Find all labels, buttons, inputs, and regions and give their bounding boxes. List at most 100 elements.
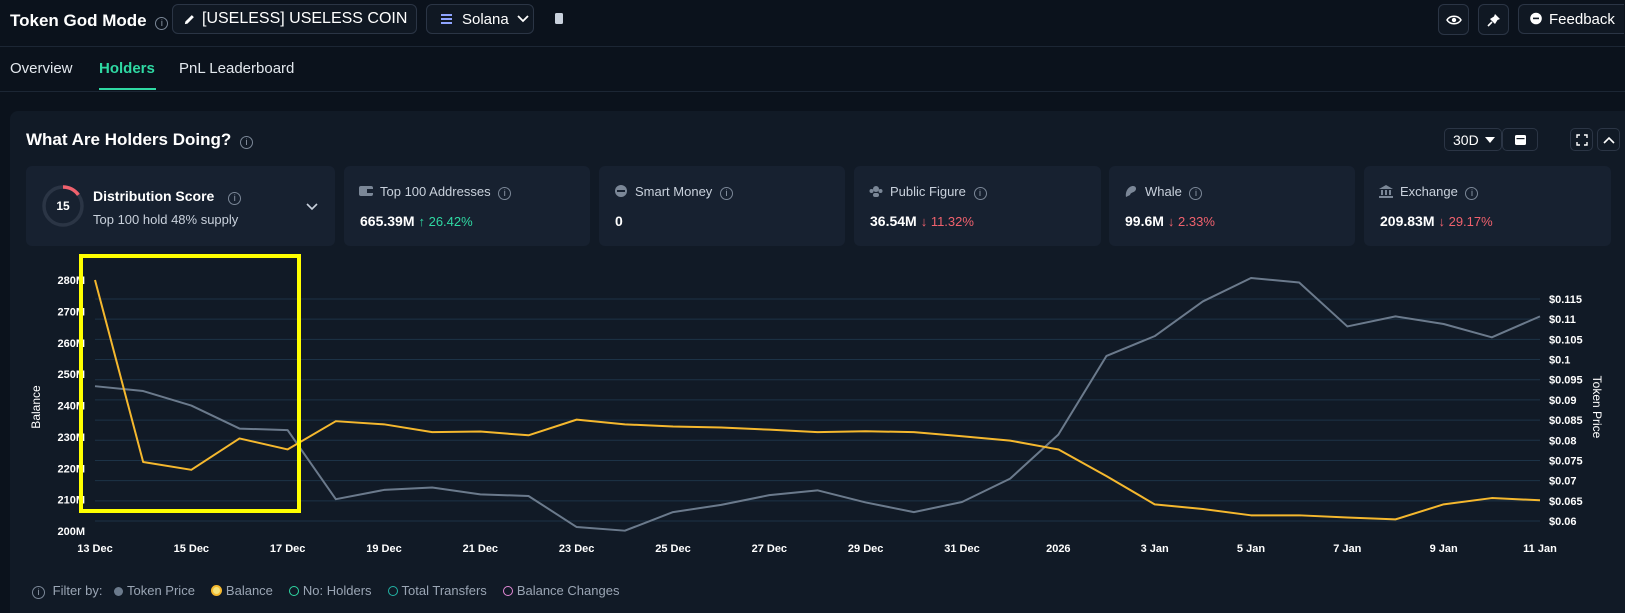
page-title-text: Token God Mode [10, 11, 147, 30]
score-ring: 15 [42, 185, 84, 227]
card-label-text: Exchange [1400, 184, 1458, 199]
info-icon[interactable]: i [973, 187, 987, 200]
bank-icon [1379, 185, 1393, 198]
card-value-text: 209.83M [1380, 213, 1435, 229]
card-exchange[interactable]: Exchange i 209.83M ↓ 29.17% [1364, 166, 1611, 246]
tab-overview[interactable]: Overview [10, 60, 73, 77]
card-whale[interactable]: Whale i 99.6M ↓ 2.33% [1109, 166, 1355, 246]
info-icon[interactable]: i [1189, 187, 1203, 200]
filter-items: Token Price Balance No: Holders Total Trans… [114, 583, 619, 598]
whale-icon [1125, 186, 1137, 197]
filter-item-label: Balance Changes [516, 583, 620, 598]
card-change: ↓ 29.17% [1438, 214, 1493, 229]
filter-item-token-price[interactable]: Token Price [114, 583, 195, 598]
distribution-subtitle: Top 100 hold 48% supply [93, 212, 239, 227]
fullscreen-button[interactable] [1570, 128, 1593, 151]
chain-selector[interactable]: Solana [426, 4, 534, 34]
legend-dot [210, 585, 222, 596]
pencil-icon [184, 14, 194, 24]
card-label-text: Public Figure [890, 184, 966, 199]
card-public-figure[interactable]: Public Figure i 36.54M ↓ 11.32% [854, 166, 1101, 246]
distribution-score-card[interactable]: 15 Distribution Score i Top 100 hold 48%… [26, 166, 335, 246]
info-icon[interactable]: i [498, 187, 512, 200]
calendar-button[interactable] [1502, 128, 1538, 151]
filter-item-total-transfers[interactable]: Total Transfers [387, 583, 487, 598]
card-value: 0 [615, 213, 623, 229]
tab-pnl-leaderboard[interactable]: PnL Leaderboard [179, 60, 295, 77]
panel-title: What Are Holders Doing? i [26, 130, 253, 150]
info-icon[interactable]: i [719, 187, 733, 200]
chevron-down-icon[interactable] [306, 203, 318, 211]
score-value: 15 [56, 199, 70, 213]
card-value: 36.54M ↓ 11.32% [870, 213, 974, 229]
expand-icon [1575, 133, 1588, 146]
pin-icon [1486, 13, 1500, 27]
filter-item-no-holders[interactable]: No: Holders [288, 583, 372, 598]
crowd-icon [869, 186, 883, 197]
filter-item-label: No: Holders [302, 583, 372, 598]
card-label: Top 100 Addresses i [380, 184, 512, 200]
card-change: ↑ 26.42% [418, 214, 473, 229]
calendar-icon [1514, 135, 1526, 145]
legend-dot [387, 586, 398, 596]
card-label: Public Figure i [890, 184, 987, 200]
token-name: [USELESS] USELESS COIN [202, 10, 408, 27]
filter-item-label: Total Transfers [401, 583, 487, 598]
card-value: 99.6M ↓ 2.33% [1125, 213, 1215, 229]
card-value-text: 36.54M [870, 213, 917, 229]
solana-icon [441, 14, 452, 24]
card-label: Whale i [1145, 184, 1203, 200]
info-icon[interactable]: i [1465, 187, 1479, 200]
feedback-button[interactable]: Feedback [1518, 4, 1624, 34]
chevron-down-icon [517, 15, 529, 23]
chevron-up-icon [1602, 136, 1615, 144]
chain-name: Solana [462, 10, 509, 28]
top-bar: Token God Mode i [USELESS] USELESS COIN … [0, 0, 1625, 47]
filter-label: Filter by: [52, 583, 103, 598]
filter-item-balance-changes[interactable]: Balance Changes [502, 583, 620, 598]
period-value: 30D [1453, 131, 1479, 148]
card-label-text: Top 100 Addresses [380, 184, 491, 199]
brain-icon [615, 185, 627, 197]
chat-icon [1530, 12, 1542, 25]
active-tab-indicator [99, 88, 156, 90]
card-label: Exchange i [1400, 184, 1479, 200]
collapse-button[interactable] [1597, 128, 1620, 151]
distribution-title-text: Distribution Score [93, 188, 215, 204]
eye-icon [1445, 15, 1462, 24]
card-label-text: Smart Money [635, 184, 713, 199]
card-smart-money[interactable]: Smart Money i 0 [599, 166, 845, 246]
info-icon[interactable]: i [228, 192, 242, 205]
panel-title-text: What Are Holders Doing? [26, 130, 232, 149]
card-change: ↓ 11.32% [920, 214, 974, 229]
period-select[interactable]: 30D [1444, 128, 1502, 151]
tab-bar: Overview Holders PnL Leaderboard [0, 46, 1625, 92]
watch-button[interactable] [1438, 4, 1469, 35]
card-label-text: Whale [1145, 184, 1182, 199]
card-change: ↓ 2.33% [1167, 214, 1215, 229]
legend-dot [502, 586, 513, 596]
info-icon[interactable]: i [155, 17, 169, 30]
card-value-text: 99.6M [1125, 213, 1164, 229]
holders-panel: What Are Holders Doing? i 30D 15 Distrib… [10, 111, 1625, 613]
copy-icon[interactable] [553, 12, 565, 26]
wallet-icon [359, 186, 373, 196]
card-value-text: 0 [615, 213, 623, 229]
card-top-100-addresses[interactable]: Top 100 Addresses i 665.39M ↑ 26.42% [344, 166, 590, 246]
caret-down-icon [1484, 136, 1495, 143]
filter-item-label: Token Price [127, 583, 195, 598]
legend-dot [288, 586, 299, 596]
pin-button[interactable] [1478, 4, 1509, 35]
filter-bar: i Filter by: [32, 583, 102, 599]
card-value: 665.39M ↑ 26.42% [360, 213, 473, 229]
filter-item-balance[interactable]: Balance [210, 583, 273, 598]
legend-dot [114, 587, 123, 596]
card-value: 209.83M ↓ 29.17% [1380, 213, 1493, 229]
info-icon[interactable]: i [240, 136, 253, 149]
card-value-text: 665.39M [360, 213, 415, 229]
token-selector[interactable]: [USELESS] USELESS COIN [172, 4, 417, 34]
distribution-title: Distribution Score i [93, 188, 242, 205]
info-icon[interactable]: i [32, 586, 45, 599]
tab-holders[interactable]: Holders [99, 60, 155, 77]
feedback-label: Feedback [1549, 10, 1615, 28]
